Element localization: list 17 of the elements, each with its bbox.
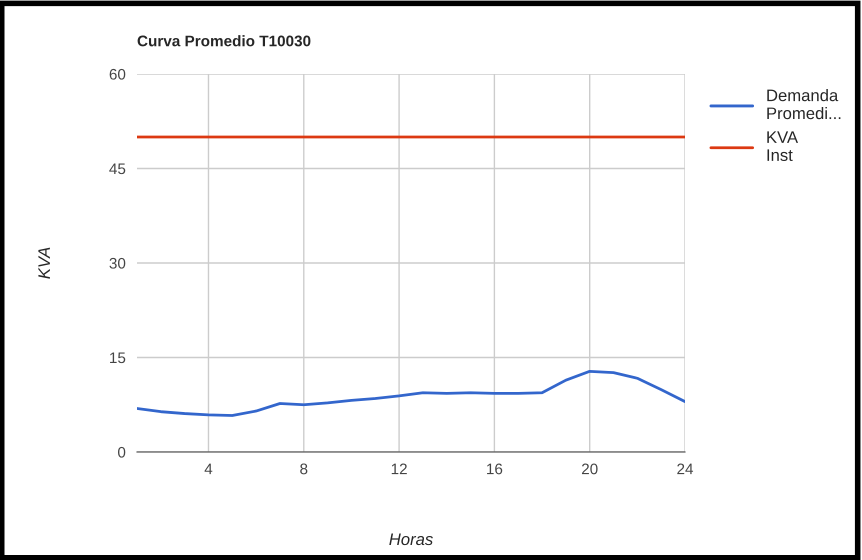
x-tick-label: 16 [487, 464, 502, 474]
chart-title: Curva Promedio T10030 [138, 35, 310, 46]
x-tick-label: 8 [300, 464, 308, 474]
legend-label: Demanda Promedi... [767, 89, 840, 120]
x-tick-label: 12 [392, 464, 407, 474]
x-tick-label: 4 [204, 464, 212, 474]
x-tick-label: 24 [677, 464, 694, 474]
x-axis-title: Horas [389, 534, 433, 546]
x-tick-label: 20 [582, 464, 598, 474]
y-tick-label: 60 [110, 68, 126, 80]
line-series [137, 370, 685, 417]
legend-label: KVA Inst [767, 131, 798, 162]
y-tick-label: 30 [109, 258, 126, 269]
y-tick-label: 15 [110, 352, 126, 364]
y-tick-label: 0 [118, 446, 126, 458]
y-tick-label: 45 [109, 164, 126, 174]
y-axis-title: KVA [38, 248, 50, 279]
